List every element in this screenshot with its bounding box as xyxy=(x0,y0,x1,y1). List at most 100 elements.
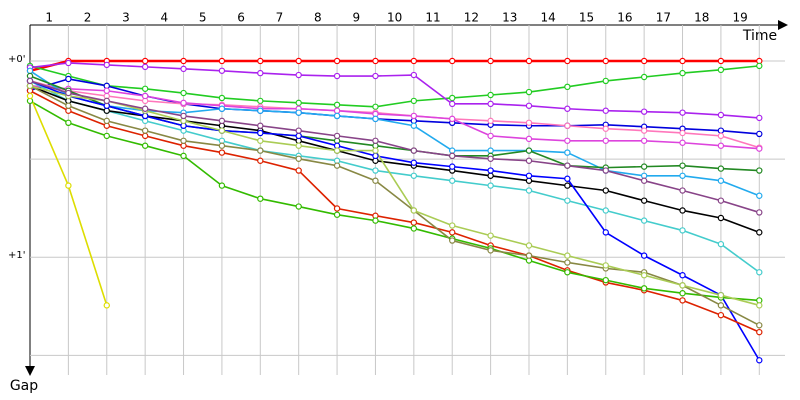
data-point xyxy=(333,205,341,212)
data-point xyxy=(756,229,763,236)
x-tick-label: 9 xyxy=(352,11,360,25)
data-point xyxy=(640,177,648,184)
data-point xyxy=(679,207,686,214)
series-line xyxy=(29,100,760,302)
data-point xyxy=(257,122,264,129)
y-axis-arrow xyxy=(25,366,35,376)
data-point xyxy=(487,167,494,174)
data-point xyxy=(141,85,149,92)
data-point xyxy=(679,139,686,146)
data-point xyxy=(333,211,341,218)
data-point xyxy=(717,291,725,299)
data-point xyxy=(487,57,494,65)
series-line xyxy=(29,80,760,273)
data-point xyxy=(295,57,302,65)
data-point xyxy=(218,117,226,125)
data-point xyxy=(218,67,226,74)
data-point xyxy=(295,127,302,134)
data-point xyxy=(295,99,302,107)
data-point xyxy=(449,115,456,123)
data-point xyxy=(564,197,571,204)
data-point xyxy=(487,91,494,99)
data-point xyxy=(65,182,72,189)
data-point xyxy=(257,157,264,164)
data-point xyxy=(257,129,264,137)
x-tick-label: 14 xyxy=(541,11,556,25)
data-point xyxy=(103,87,110,94)
data-point xyxy=(180,57,187,65)
data-point xyxy=(180,99,187,107)
data-point xyxy=(756,192,763,199)
series-line xyxy=(29,85,760,326)
data-point xyxy=(295,203,302,210)
data-point xyxy=(65,89,72,97)
data-point xyxy=(372,152,379,160)
x-tick-label: 12 xyxy=(464,11,479,25)
data-point xyxy=(103,302,110,309)
series-line xyxy=(29,85,760,150)
data-point xyxy=(717,214,725,222)
data-point xyxy=(602,207,609,214)
x-tick-label: 10 xyxy=(387,11,402,25)
data-point xyxy=(602,262,609,269)
data-point xyxy=(564,182,571,189)
data-point xyxy=(26,77,34,85)
data-point xyxy=(525,88,533,96)
data-point xyxy=(257,107,264,114)
data-point xyxy=(449,94,456,102)
data-point xyxy=(679,172,686,179)
data-point xyxy=(717,57,725,65)
data-point xyxy=(257,195,264,202)
data-point xyxy=(333,72,341,80)
data-point xyxy=(372,167,379,174)
data-point xyxy=(449,147,456,154)
data-point xyxy=(141,92,149,100)
y-tick-label: +1' xyxy=(8,250,26,261)
data-point xyxy=(257,97,264,105)
data-point xyxy=(449,222,456,229)
y-tick-label: +0' xyxy=(8,54,26,65)
data-point xyxy=(679,109,686,116)
data-point xyxy=(602,187,609,194)
data-point xyxy=(218,127,226,134)
data-point xyxy=(602,229,609,236)
data-point xyxy=(602,137,609,144)
data-point xyxy=(717,311,725,319)
data-point xyxy=(756,269,763,276)
data-point xyxy=(410,122,418,129)
x-tick-label: 4 xyxy=(161,11,169,25)
data-point xyxy=(640,127,648,134)
data-point xyxy=(487,147,494,154)
data-point xyxy=(410,112,418,120)
data-point xyxy=(525,242,533,249)
data-point xyxy=(295,155,302,162)
data-point xyxy=(525,57,533,65)
data-point xyxy=(141,127,149,134)
data-point xyxy=(103,117,110,125)
data-point xyxy=(372,177,379,184)
x-tick-label: 16 xyxy=(617,11,632,25)
data-point xyxy=(640,217,648,224)
data-point xyxy=(410,219,418,226)
data-point xyxy=(218,105,226,112)
data-point xyxy=(756,62,763,70)
data-point xyxy=(640,285,648,292)
data-point xyxy=(180,65,187,73)
data-point xyxy=(756,322,763,329)
data-point xyxy=(640,163,648,170)
data-point xyxy=(372,217,379,224)
data-point xyxy=(257,69,264,77)
data-point xyxy=(449,57,456,65)
data-point xyxy=(717,66,725,74)
data-point xyxy=(333,101,341,109)
data-point xyxy=(717,111,725,119)
data-point xyxy=(525,187,533,194)
data-point xyxy=(333,147,341,154)
data-point xyxy=(218,94,226,102)
data-point xyxy=(679,282,686,289)
data-point xyxy=(141,112,149,120)
data-point xyxy=(333,112,341,120)
data-point xyxy=(564,269,571,276)
data-point xyxy=(410,71,418,79)
grid: +0'+1'1 2 3 4 5 6 7 8 9 10 11 12 13 14 15 16 17 18 19 xyxy=(8,11,785,375)
